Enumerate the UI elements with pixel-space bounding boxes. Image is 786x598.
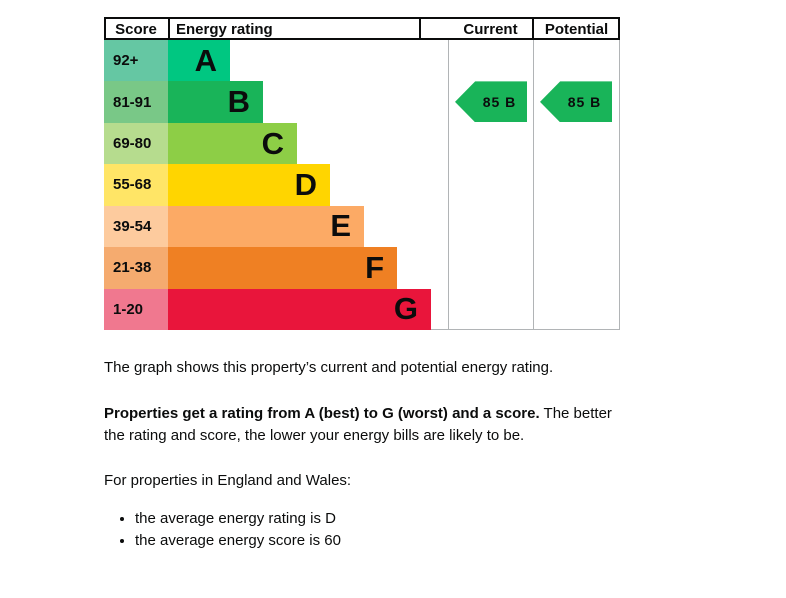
column-divider: [619, 40, 620, 329]
band-bar-a: A: [168, 40, 230, 82]
score-range-label: 69-80: [104, 122, 168, 165]
band-bar-g: G: [168, 288, 431, 330]
epc-description: The graph shows this property’s current …: [104, 357, 626, 551]
band-row-d: 55-68 D: [104, 164, 620, 206]
potential-rating-value: 85 B: [567, 93, 602, 110]
header-divider: [618, 17, 620, 40]
current-rating-value: 85 B: [482, 93, 517, 110]
column-divider: [448, 40, 449, 329]
header-divider: [104, 17, 106, 40]
england-wales-intro-text: For properties in England and Wales:: [104, 472, 352, 489]
score-range-label: 81-91: [104, 81, 168, 123]
band-letter: E: [330, 208, 351, 244]
chart-body: 92+ A 81-91 B 69-80 C 55-68 D 39-54 E 21…: [104, 40, 620, 330]
score-range-label: 39-54: [104, 205, 168, 248]
column-header-current: Current: [463, 21, 518, 38]
score-range-label: 1-20: [104, 288, 168, 330]
column-header-energy-rating: Energy rating: [176, 21, 273, 38]
header-divider: [419, 17, 421, 40]
column-header-potential: Potential: [544, 21, 609, 38]
band-row-b: 81-91 B: [104, 81, 620, 123]
band-bar-d: D: [168, 164, 330, 206]
band-row-a: 92+ A: [104, 40, 620, 82]
score-range-label: 21-38: [104, 247, 168, 289]
band-bar-f: F: [168, 247, 397, 289]
band-letter: C: [261, 125, 284, 161]
band-letter: A: [194, 42, 217, 78]
rating-explanation-rest: The better the rating and score, the low…: [104, 405, 612, 444]
band-letter: D: [294, 166, 317, 202]
band-bar-b: B: [168, 81, 263, 123]
epc-rating-chart: Score Energy rating Current Potential 92…: [104, 17, 620, 330]
average-stats-list: the average energy rating is D the avera…: [104, 508, 626, 551]
column-divider: [533, 40, 534, 329]
band-bar-c: C: [168, 122, 297, 165]
score-range-label: 92+: [104, 40, 168, 82]
band-letter: G: [393, 291, 418, 327]
band-row-f: 21-38 F: [104, 247, 620, 289]
score-range-label: 55-68: [104, 164, 168, 206]
rating-explanation-bold: Properties get a rating from A (best) to…: [104, 405, 540, 422]
chart-header: Score Energy rating Current Potential: [104, 17, 620, 40]
list-item: the average energy score is 60: [135, 530, 626, 552]
band-letter: F: [365, 249, 384, 285]
rating-explanation-text: Properties get a rating from A (best) to…: [104, 403, 626, 447]
graph-summary-text: The graph shows this property’s current …: [104, 359, 554, 376]
band-bar-e: E: [168, 205, 364, 248]
list-item: the average energy rating is D: [135, 508, 626, 530]
band-letter: B: [227, 84, 250, 120]
band-row-g: 1-20 G: [104, 288, 620, 330]
band-row-e: 39-54 E: [104, 205, 620, 248]
column-header-score: Score: [115, 21, 157, 38]
header-divider: [532, 17, 534, 40]
header-divider: [168, 17, 170, 40]
band-row-c: 69-80 C: [104, 122, 620, 165]
